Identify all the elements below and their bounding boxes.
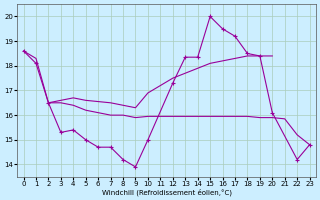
X-axis label: Windchill (Refroidissement éolien,°C): Windchill (Refroidissement éolien,°C) xyxy=(101,188,232,196)
